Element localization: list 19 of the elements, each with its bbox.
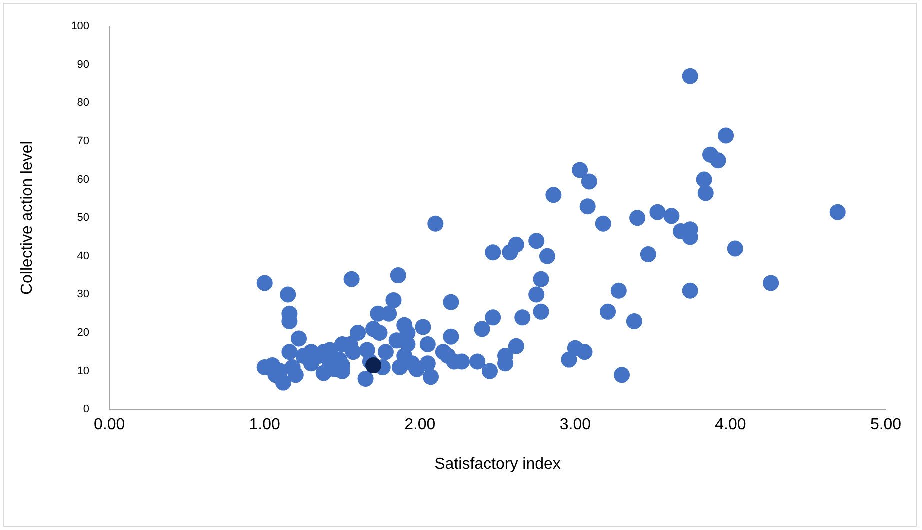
y-tick-label: 50 <box>77 212 90 224</box>
x-axis-title: Satisfactory index <box>434 456 561 473</box>
y-tick-label: 90 <box>77 58 90 71</box>
y-tick-label: 40 <box>77 250 90 262</box>
y-tick-label: 10 <box>77 365 90 378</box>
x-tick-label: 5.00 <box>870 416 902 434</box>
x-tick-label: 3.00 <box>560 416 592 434</box>
y-tick-label: 70 <box>77 136 90 148</box>
y-tick-label: 80 <box>77 97 90 110</box>
x-tick-label: 2.00 <box>404 416 436 434</box>
y-tick-label: 100 <box>71 20 90 33</box>
x-tick-label: 0.00 <box>94 416 126 434</box>
y-tick-label: 20 <box>77 327 90 340</box>
y-tick-label: 30 <box>77 288 90 301</box>
y-tick-label: 0 <box>83 404 90 416</box>
x-tick-label: 1.00 <box>249 416 281 434</box>
y-tick-label: 60 <box>77 174 90 186</box>
x-tick-label: 4.00 <box>715 416 746 434</box>
y-axis-title: Collective action level <box>19 141 36 296</box>
